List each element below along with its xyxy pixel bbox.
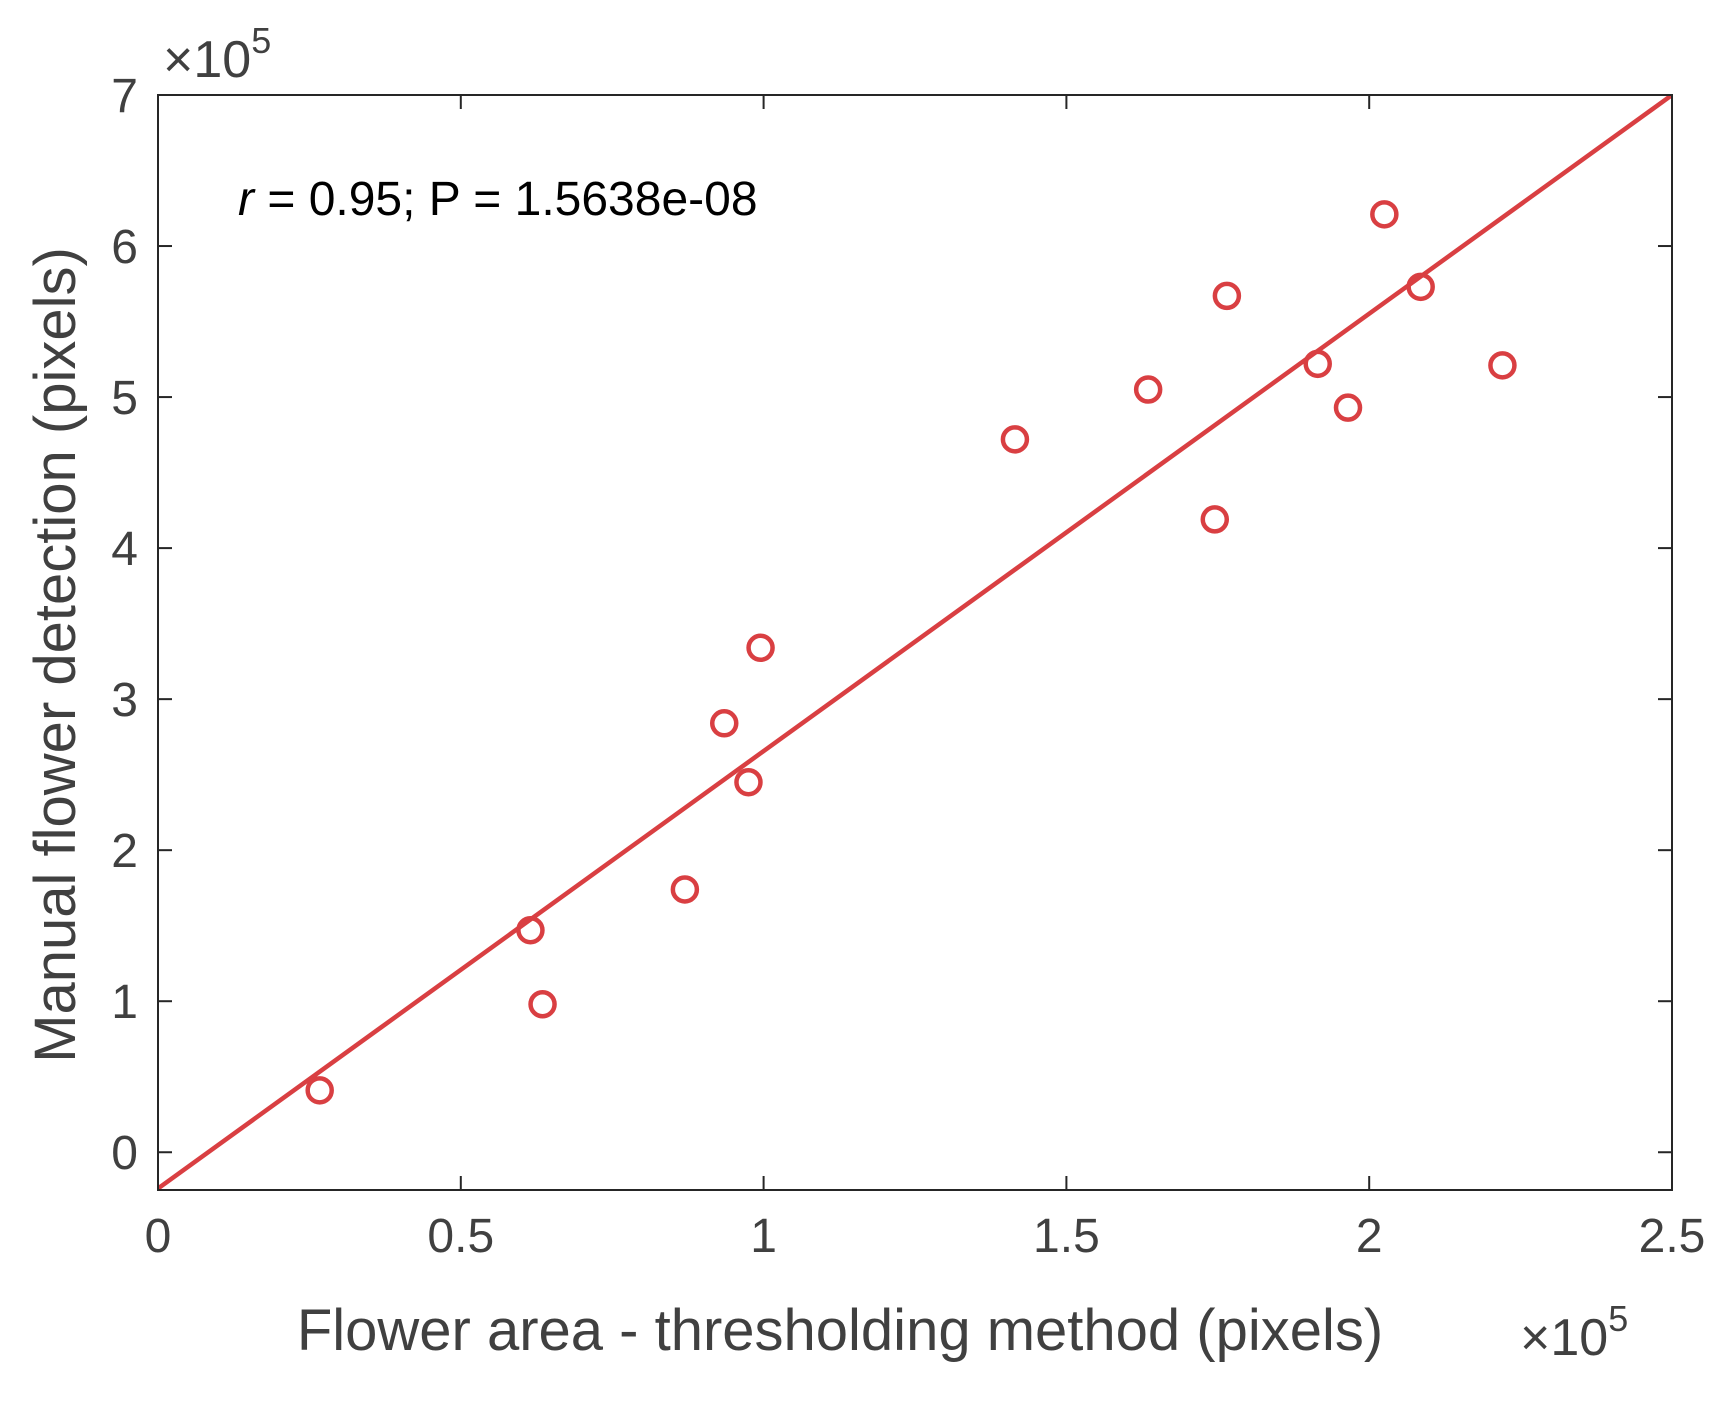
x-tick-label: 1 [750,1210,777,1263]
data-point [1200,505,1230,534]
y-tick-label: 5 [111,372,138,425]
data-point [1000,425,1030,454]
data-point [1133,375,1163,404]
x-axis-multiplier: ×105 [1520,1298,1628,1367]
x-tick-label: 0 [145,1210,172,1263]
x-tick-label: 0.5 [427,1210,494,1263]
x-tick-label: 1.5 [1033,1210,1100,1263]
regression-line [158,95,1672,1190]
data-point [1333,393,1363,422]
y-tick-label: 7 [111,70,138,123]
annotation-statistics: = 0.95; P = 1.5638e-08 [254,173,758,226]
y-tick-label: 1 [111,976,138,1029]
x-tick-label: 2.5 [1639,1210,1706,1263]
data-point [1406,272,1435,302]
data-point [516,915,545,945]
y-tick-label: 3 [111,674,138,727]
data-point [1370,200,1399,229]
plot-area [158,95,1672,1190]
y-multiplier-base: ×10 [163,31,251,89]
y-axis-multiplier: ×105 [163,20,271,89]
axes-box [157,94,1673,1191]
y-tick-label: 0 [111,1127,138,1180]
data-point [746,633,775,663]
axes: 0 0.5 1 1.5 2 2.5 0 1 2 3 4 5 6 7 [111,70,1705,1263]
annotation-r-symbol: r [238,173,256,226]
y-axis-label: Manual flower detection (pixels) [23,247,88,1063]
correlation-annotation: r = 0.95; P = 1.5638e-08 [238,173,758,226]
data-point [1212,281,1242,311]
data-point [528,989,557,1019]
y-multiplier-exponent: 5 [251,20,271,61]
y-tick-label: 6 [111,221,138,274]
y-tick-label: 4 [111,523,138,576]
data-point [305,1076,334,1105]
data-point [1303,349,1332,379]
data-point [734,767,763,797]
data-point [670,875,700,904]
y-tick-label: 2 [111,825,138,878]
x-axis-label: Flower area - thresholding method (pixel… [297,1298,1383,1363]
x-multiplier-exponent: 5 [1608,1298,1628,1339]
x-multiplier-base: ×10 [1520,1309,1608,1367]
data-point [1488,351,1517,380]
data-point [709,709,739,738]
x-tick-label: 2 [1356,1210,1383,1263]
